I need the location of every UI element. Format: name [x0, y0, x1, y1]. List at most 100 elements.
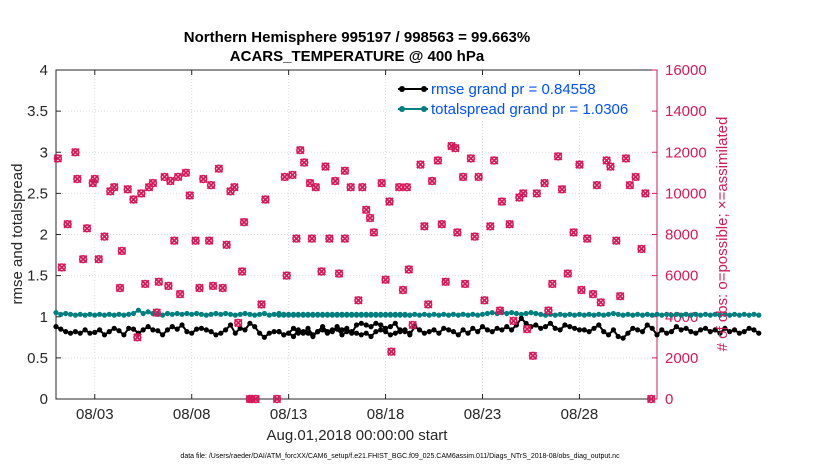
obs-possible-marker [272, 394, 282, 404]
obs-assimilated-marker [641, 189, 650, 198]
totalspread-marker [751, 311, 757, 317]
obs-assimilated-marker [148, 178, 158, 188]
totalspread-marker [509, 310, 515, 316]
rmse-marker [315, 329, 321, 335]
obs-assimilated-marker [420, 222, 429, 231]
rmse-marker [257, 330, 263, 336]
obs-assimilated-marker [582, 234, 592, 243]
rmse-marker [373, 320, 379, 326]
totalspread-marker [552, 312, 558, 318]
obs-possible-marker [261, 195, 270, 204]
obs-assimilated-marker [358, 182, 367, 192]
rmse-marker [82, 327, 88, 333]
rmse-marker [407, 332, 413, 338]
totalspread-marker [198, 311, 204, 317]
totalspread-marker [702, 311, 709, 317]
totalspread-marker [383, 311, 389, 317]
totalspread-marker [242, 310, 248, 317]
obs-assimilated-marker [646, 394, 656, 404]
obs-possible-marker [575, 160, 584, 169]
obs-assimilated-marker [340, 234, 350, 243]
rmse-marker [223, 327, 229, 333]
totalspread-marker [557, 311, 563, 317]
obs-possible-marker [164, 281, 173, 291]
totalspread-marker [567, 311, 573, 317]
rmse-marker [736, 330, 743, 336]
obs-possible-marker [325, 234, 334, 243]
rmse-marker [625, 330, 631, 336]
totalspread-marker [412, 311, 418, 317]
totalspread-marker [596, 311, 602, 317]
totalspread-marker [116, 311, 122, 317]
rmse-marker [610, 327, 617, 333]
rmse-marker [150, 327, 156, 333]
obs-possible-marker [420, 222, 429, 231]
totalspread-marker [586, 311, 592, 317]
rmse-marker [344, 325, 350, 331]
legend-spread-marker-1 [399, 106, 405, 112]
rmse-marker [305, 325, 311, 331]
obs-assimilated-marker [460, 279, 470, 289]
totalspread-marker [358, 312, 364, 318]
totalspread-marker [683, 311, 689, 317]
rmse-marker [605, 332, 612, 338]
totalspread-marker [727, 312, 733, 318]
obs-possible-marker [402, 183, 412, 192]
obs-possible-marker [480, 296, 489, 305]
rmse-marker [581, 327, 587, 333]
rmse-marker [552, 325, 558, 331]
rmse-marker [63, 329, 69, 335]
totalspread-marker [581, 312, 587, 318]
obs-possible-marker [311, 183, 320, 192]
rmse-marker [334, 324, 340, 330]
rmse-marker [504, 324, 510, 330]
obs-assimilated-marker [377, 178, 386, 188]
totalspread-marker [484, 310, 490, 317]
totalspread-marker [169, 311, 175, 317]
x-axis-label: Aug.01,2018 00:00:00 start [267, 427, 449, 444]
totalspread-marker [489, 310, 495, 316]
rmse-marker [659, 327, 665, 333]
totalspread-marker [329, 312, 335, 318]
rmse-marker [300, 330, 306, 336]
obs-possible-marker [133, 333, 142, 342]
obs-possible-marker [214, 164, 224, 173]
rmse-marker [465, 330, 471, 336]
totalspread-marker [135, 307, 141, 313]
obs-possible-marker [109, 183, 119, 192]
rmse-marker [402, 327, 408, 333]
obs-assimilated-marker [166, 176, 175, 186]
rmse-marker [562, 322, 568, 328]
obs-possible-marker [307, 234, 317, 243]
rmse-marker [688, 329, 694, 335]
rmse-marker [329, 329, 335, 335]
totalspread-marker [576, 311, 583, 317]
rmse-marker [203, 327, 209, 333]
rmse-marker [155, 328, 161, 334]
obs-possible-marker [358, 183, 367, 192]
rmse-marker [460, 327, 466, 333]
totalspread-marker [194, 310, 200, 317]
obs-assimilated-marker [90, 174, 100, 184]
legend: rmse grand pr = 0.84558 totalspread gran… [392, 78, 650, 120]
obs-assimilated-marker [181, 168, 191, 178]
rmse-marker [635, 327, 641, 333]
obs-assimilated-marker [164, 281, 173, 291]
totalspread-marker [179, 311, 185, 317]
rmse-marker [310, 332, 316, 338]
rmse-marker [387, 324, 393, 330]
obs-possible-marker [612, 236, 621, 245]
obs-possible-marker [621, 154, 631, 163]
y-right-tick-label: 8000 [665, 227, 698, 244]
obs-assimilated-marker [437, 219, 447, 229]
rmse-marker [387, 332, 393, 338]
totalspread-marker [97, 311, 103, 317]
rmse-marker [533, 322, 539, 328]
obs-possible-marker [331, 176, 340, 186]
obs-possible-marker [123, 185, 132, 194]
obs-possible-marker [191, 236, 200, 245]
obs-possible-marker [82, 224, 92, 233]
obs-assimilated-marker [154, 277, 163, 287]
rmse-marker [305, 330, 311, 336]
obs-possible-marker [470, 232, 479, 241]
